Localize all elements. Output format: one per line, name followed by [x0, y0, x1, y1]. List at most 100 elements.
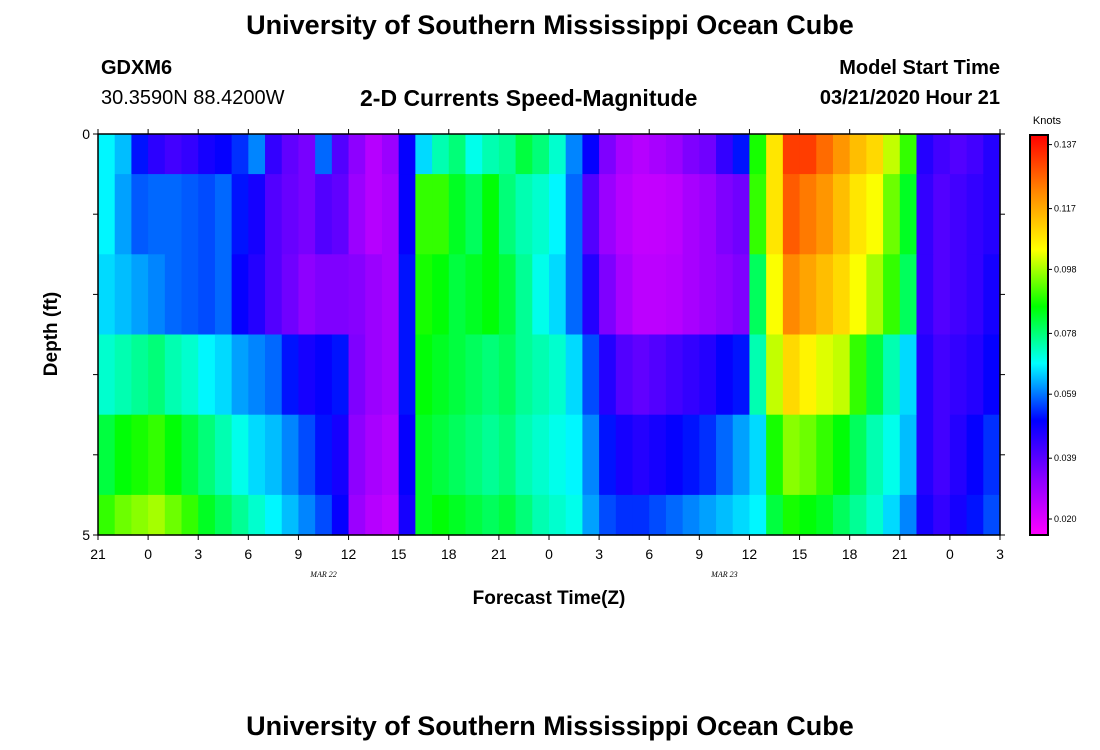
heatmap-cell	[716, 494, 734, 536]
heatmap-cell	[699, 174, 717, 255]
heatmap-cell	[983, 174, 1001, 255]
heatmap-cell	[148, 414, 166, 496]
heatmap-cell	[699, 334, 717, 416]
heatmap-cell	[198, 334, 216, 416]
heatmap-cell	[916, 254, 934, 336]
heatmap-cell	[532, 134, 550, 175]
heatmap-cell	[398, 414, 416, 496]
heatmap-cell	[799, 134, 817, 175]
heatmap-cell	[331, 494, 350, 536]
heatmap-cell	[131, 414, 149, 496]
heatmap-cell	[432, 254, 450, 336]
heatmap-cell	[465, 254, 483, 336]
heatmap-cell	[816, 254, 834, 336]
heatmap-cell	[849, 134, 867, 175]
heatmap-cell	[632, 414, 650, 496]
heatmap-cell	[682, 494, 700, 536]
heatmap-cell	[315, 334, 333, 416]
heatmap-cell	[933, 134, 951, 175]
heatmap-cell	[98, 334, 116, 416]
heatmap-cell	[164, 174, 183, 255]
heatmap-cell	[866, 174, 884, 255]
heatmap-cell	[298, 254, 316, 336]
heatmap-cell	[866, 334, 884, 416]
heatmap-cell	[899, 414, 918, 496]
heatmap-cell	[281, 334, 300, 416]
heatmap-cell	[482, 334, 500, 416]
heatmap-cell	[432, 134, 450, 175]
heatmap-cell	[816, 174, 834, 255]
heatmap-cell	[816, 134, 834, 175]
heatmap-cell	[398, 494, 416, 536]
heatmap-cell	[415, 134, 433, 175]
heatmap-cell	[532, 174, 550, 255]
heatmap-cell	[832, 494, 851, 536]
x-axis: 21 0 3 6 9 12 15 18 21 0 3 6 9 12 15 18 21 0 3 MAR 22 MAR 23	[90, 129, 1004, 579]
date-label: MAR 22	[309, 570, 336, 579]
heatmap-cell	[365, 134, 383, 175]
heatmap-cell	[515, 254, 533, 336]
x-tick-label: 9	[695, 546, 703, 562]
x-tick-label: 15	[792, 546, 808, 562]
heatmap-cell	[966, 334, 984, 416]
heatmap-cell	[265, 334, 283, 416]
heatmap-cell	[916, 334, 934, 416]
x-tick-label: 6	[244, 546, 252, 562]
heatmap-cell	[615, 134, 634, 175]
heatmap-cell	[315, 254, 333, 336]
heatmap-cell	[615, 334, 634, 416]
heatmap-cell	[632, 134, 650, 175]
heatmap-cell	[849, 334, 867, 416]
heatmap-cell	[415, 254, 433, 336]
heatmap-cell	[365, 334, 383, 416]
x-tick-label: 0	[946, 546, 954, 562]
heatmap-cell	[248, 334, 266, 416]
heatmap-cell	[381, 254, 400, 336]
heatmap-cell	[565, 414, 584, 496]
heatmap-cell	[716, 334, 734, 416]
heatmap-cell	[933, 494, 951, 536]
heatmap-cell	[732, 334, 751, 416]
heatmap-cell	[515, 334, 533, 416]
heatmap-cell	[348, 254, 366, 336]
heatmap-cell	[699, 494, 717, 536]
heatmap-cell	[949, 134, 968, 175]
heatmap-cell	[148, 134, 166, 175]
heatmap-cell	[599, 414, 617, 496]
colorbar-title: Knots	[1033, 115, 1062, 127]
heatmap-cell	[632, 494, 650, 536]
heatmap-cell	[98, 414, 116, 496]
heatmap-cell	[365, 414, 383, 496]
heatmap-cell	[565, 494, 584, 536]
heatmap-cell	[331, 414, 350, 496]
heatmap-cell	[164, 414, 183, 496]
heatmap-cell	[699, 134, 717, 175]
heatmap-cell	[766, 134, 784, 175]
heatmap-cell	[883, 494, 901, 536]
heatmap-cell	[448, 254, 467, 336]
heatmap-cell	[415, 414, 433, 496]
heatmap-cell	[415, 174, 433, 255]
heatmap-cell	[198, 414, 216, 496]
heatmap-cell	[448, 334, 467, 416]
heatmap-cell	[665, 174, 684, 255]
heatmap-cell	[782, 134, 801, 175]
heatmap-cell	[949, 174, 968, 255]
heatmap-cell	[682, 134, 700, 175]
heatmap-cell	[465, 414, 483, 496]
heatmap-cell	[448, 134, 467, 175]
heatmap-cell	[498, 494, 517, 536]
heatmap-cell	[766, 254, 784, 336]
heatmap-cell	[214, 494, 233, 536]
x-tick-label: 3	[194, 546, 202, 562]
heatmap-cell	[832, 414, 851, 496]
heatmap-cell	[632, 174, 650, 255]
heatmap-cell	[749, 334, 767, 416]
heatmap-cell	[331, 134, 350, 175]
heatmap-cell	[983, 134, 1001, 175]
heatmap-cell	[899, 254, 918, 336]
heatmap-cell	[732, 494, 751, 536]
heatmap-cell	[131, 254, 149, 336]
heatmap-cell	[432, 174, 450, 255]
heatmap-cell	[448, 494, 467, 536]
